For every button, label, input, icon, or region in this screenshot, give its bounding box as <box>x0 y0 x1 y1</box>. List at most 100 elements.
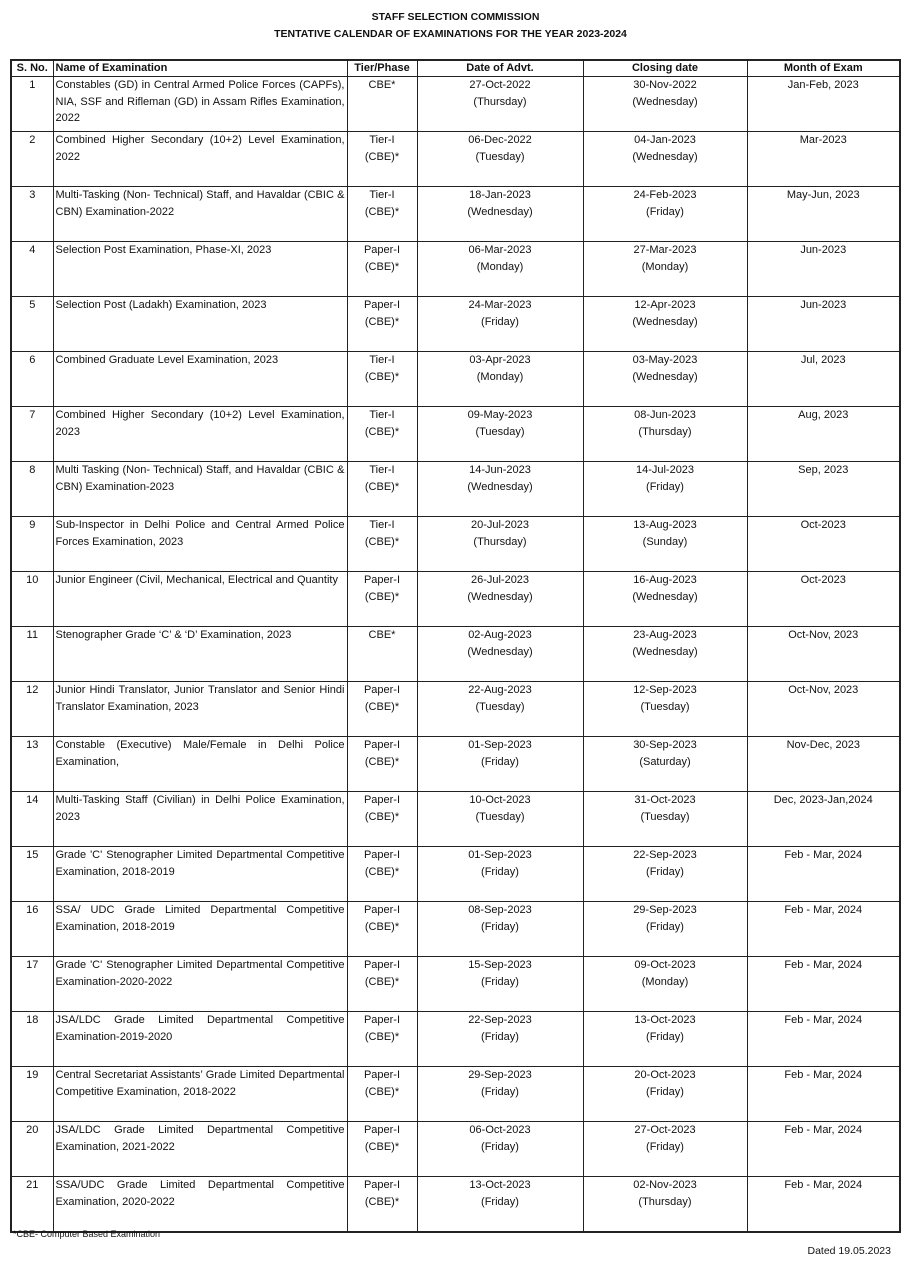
closing-date-text: 30-Nov-2022 <box>633 79 697 91</box>
sno-text: 6 <box>29 354 36 366</box>
closing-date-cell: 24-Feb-2023 (Friday) <box>582 186 748 242</box>
exam-name-text: Combined Graduate Level Examination, 202… <box>55 354 279 366</box>
tier-text: Tier-I (CBE)* <box>364 464 400 493</box>
advt-date-cell: 06-Oct-2023 (Friday) <box>416 1121 584 1177</box>
sno-cell: 16 <box>10 901 54 957</box>
closing-date-text: 30-Sep-2023 <box>633 739 697 751</box>
tier-cell: Paper-I (CBE)* <box>346 901 418 957</box>
exam-name-cell: Combined Graduate Level Examination, 202… <box>52 351 348 407</box>
closing-date-day: (Thursday) <box>638 1195 692 1208</box>
exam-name-text: Multi Tasking (Non- Technical) Staff, an… <box>55 464 345 493</box>
advt-date-text: 29-Sep-2023 <box>468 1069 532 1081</box>
sno-cell: 12 <box>10 681 54 737</box>
tier-text: Paper-I (CBE)* <box>363 849 401 878</box>
exam-month-text: Oct-Nov, 2023 <box>788 684 859 696</box>
exam-name-text: Grade 'C' Stenographer Limited Departmen… <box>55 849 345 878</box>
exam-month-text: Jun-2023 <box>800 299 847 311</box>
advt-date-cell: 26-Jul-2023 (Wednesday) <box>416 571 584 627</box>
exam-month-text: Feb - Mar, 2024 <box>784 1014 863 1026</box>
col-header-closing-date: Closing date <box>582 59 748 77</box>
exam-month-text: Feb - Mar, 2024 <box>784 849 863 861</box>
advt-date-cell: 15-Sep-2023 (Friday) <box>416 956 584 1012</box>
advt-date-day: (Wednesday) <box>467 645 533 658</box>
sno-text: 5 <box>29 299 36 311</box>
closing-date-text: 02-Nov-2023 <box>633 1179 697 1191</box>
tier-cell: Paper-I (CBE)* <box>346 296 418 352</box>
sno-text: 13 <box>26 739 39 751</box>
advt-date-cell: 24-Mar-2023 (Friday) <box>416 296 584 352</box>
sno-text: 1 <box>29 79 36 91</box>
tier-text: CBE* <box>368 629 396 641</box>
sno-cell: 4 <box>10 241 54 297</box>
advt-date-text: 20-Jul-2023 <box>470 519 530 531</box>
advt-date-day: (Friday) <box>481 975 519 988</box>
exam-name-text: SSA/UDC Grade Limited Departmental Compe… <box>55 1179 345 1208</box>
exam-name-cell: Multi-Tasking Staff (Civilian) in Delhi … <box>52 791 348 847</box>
exam-month-text: Nov-Dec, 2023 <box>786 739 860 751</box>
tier-cell: Tier-I (CBE)* <box>346 461 418 517</box>
sno-cell: 10 <box>10 571 54 627</box>
table-row: 6 Combined Graduate Level Examination, 20… <box>10 351 901 407</box>
table-row: 9 Sub-Inspector in Delhi Police and Centr… <box>10 516 901 572</box>
advt-date-day: (Thursday) <box>473 535 527 548</box>
tier-text: Tier-I (CBE)* <box>364 354 400 383</box>
advt-date-day: (Tuesday) <box>475 700 525 713</box>
closing-date-day: (Monday) <box>641 260 689 273</box>
exam-name-cell: Multi Tasking (Non- Technical) Staff, an… <box>52 461 348 517</box>
exam-month-text: Oct-2023 <box>800 574 846 586</box>
col-header-month: Month of Exam <box>746 59 901 77</box>
exam-month-text: Jul, 2023 <box>800 354 846 366</box>
advt-date-text: 08-Sep-2023 <box>468 904 532 916</box>
closing-date-day: (Thursday) <box>638 425 692 438</box>
sno-cell: 8 <box>10 461 54 517</box>
advt-date-day: (Friday) <box>481 920 519 933</box>
tier-cell: Paper-I (CBE)* <box>346 571 418 627</box>
sno-text: 21 <box>26 1179 39 1191</box>
exam-name-cell: Junior Hindi Translator, Junior Translat… <box>52 681 348 737</box>
sno-text: 4 <box>29 244 36 256</box>
exam-month-text: May-Jun, 2023 <box>786 189 860 201</box>
exam-month-text: Jan-Feb, 2023 <box>787 79 859 91</box>
tier-text: Paper-I (CBE)* <box>363 684 401 713</box>
advt-date-cell: 09-May-2023 (Tuesday) <box>416 406 584 462</box>
col-header-sno: S. No. <box>10 59 54 77</box>
exam-name-cell: Grade 'C' Stenographer Limited Departmen… <box>52 956 348 1012</box>
advt-date-day: (Wednesday) <box>467 480 533 493</box>
closing-date-day: (Friday) <box>646 865 684 878</box>
sno-cell: 18 <box>10 1011 54 1067</box>
tier-text: Paper-I (CBE)* <box>363 1014 401 1043</box>
table-row: 4 Selection Post Examination, Phase-XI, 2… <box>10 241 901 297</box>
sno-cell: 3 <box>10 186 54 242</box>
exam-name-cell: Grade 'C' Stenographer Limited Departmen… <box>52 846 348 902</box>
advt-date-day: (Monday) <box>476 260 524 273</box>
tier-text: Tier-I (CBE)* <box>364 519 400 548</box>
tier-text: Tier-I (CBE)* <box>364 134 400 163</box>
exam-month-cell: May-Jun, 2023 <box>746 186 901 242</box>
closing-date-cell: 08-Jun-2023 (Thursday) <box>582 406 748 462</box>
advt-date-day: (Tuesday) <box>475 150 525 163</box>
exam-month-cell: Feb - Mar, 2024 <box>746 1066 901 1122</box>
exam-name-text: Multi-Tasking (Non- Technical) Staff, an… <box>55 189 345 218</box>
exam-month-text: Feb - Mar, 2024 <box>784 904 863 916</box>
tier-text: Paper-I (CBE)* <box>363 244 401 273</box>
advt-date-text: 06-Dec-2022 <box>468 134 532 146</box>
closing-date-day: (Wednesday) <box>632 590 698 603</box>
closing-date-day: (Tuesday) <box>640 700 690 713</box>
closing-date-day: (Wednesday) <box>632 370 698 383</box>
tier-text: Tier-I (CBE)* <box>364 409 400 438</box>
advt-date-text: 22-Sep-2023 <box>468 1014 532 1026</box>
closing-date-text: 08-Jun-2023 <box>634 409 696 421</box>
closing-date-cell: 02-Nov-2023 (Thursday) <box>582 1176 748 1233</box>
closing-date-day: (Friday) <box>646 480 684 493</box>
sno-cell: 5 <box>10 296 54 352</box>
exam-month-cell: Oct-2023 <box>746 571 901 627</box>
advt-date-cell: 03-Apr-2023 (Monday) <box>416 351 584 407</box>
exam-name-cell: Combined Higher Secondary (10+2) Level E… <box>52 131 348 187</box>
exam-name-text: Constables (GD) in Central Armed Police … <box>55 79 345 124</box>
sno-cell: 1 <box>10 76 54 132</box>
tier-text: Paper-I (CBE)* <box>363 1124 401 1153</box>
sno-text: 20 <box>26 1124 39 1136</box>
sno-text: 10 <box>26 574 39 586</box>
exam-name-cell: Selection Post Examination, Phase-XI, 20… <box>52 241 348 297</box>
advt-date-text: 09-May-2023 <box>467 409 533 421</box>
